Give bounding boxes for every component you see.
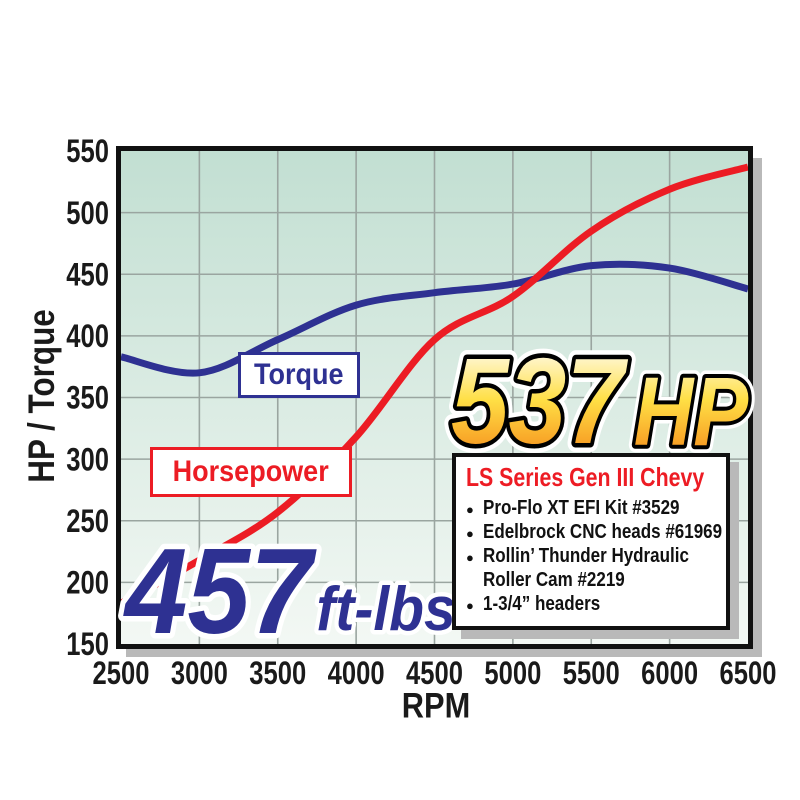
bullet-icon: ● bbox=[466, 597, 474, 613]
bullet-icon: ● bbox=[466, 549, 474, 565]
engine-spec-title: LS Series Gen III Chevy bbox=[466, 462, 705, 492]
y-axis-ticks: 550 500 450 400 350 300 250 200 150 bbox=[66, 135, 109, 663]
engine-spec-text: Edelbrock CNC heads #61969 bbox=[483, 520, 723, 543]
engine-spec-text: Rollin’ Thunder Hydraulic bbox=[483, 544, 689, 567]
torque-curve-label: Torque bbox=[238, 352, 360, 398]
x-axis-ticks: 2500 3000 3500 4000 4500 5000 5500 6000 6500 bbox=[93, 657, 777, 692]
peak-hp-unit: HP bbox=[634, 359, 749, 467]
x-tick-label: 3500 bbox=[249, 657, 306, 692]
peak-hp-value-white-outline: 537 bbox=[451, 333, 629, 469]
engine-spec-list: ● Pro-Flo XT EFI Kit #3529 ● Edelbrock CNC … bbox=[466, 496, 722, 616]
engine-spec-text: 1-3/4” headers bbox=[483, 592, 601, 615]
x-tick-label: 4000 bbox=[328, 657, 385, 692]
curves bbox=[121, 163, 748, 607]
peak-hp-callout: 537 HP 537 HP bbox=[443, 325, 756, 477]
engine-spec-box: LS Series Gen III Chevy ● Pro-Flo XT EFI … bbox=[452, 453, 730, 630]
y-tick-label: 400 bbox=[66, 319, 109, 354]
peak-torque-value: 457 bbox=[123, 523, 317, 659]
x-tick-label: 3000 bbox=[171, 657, 228, 692]
y-tick-label: 200 bbox=[66, 566, 109, 601]
engine-spec-line: ● Edelbrock CNC heads #61969 bbox=[466, 520, 722, 544]
x-axis-title: RPM bbox=[402, 685, 470, 724]
horsepower-curve-label-text: Horsepower bbox=[172, 455, 330, 488]
engine-spec-text: Pro-Flo XT EFI Kit #3529 bbox=[483, 496, 680, 519]
y-axis-title: HP / Torque bbox=[22, 309, 63, 483]
torque-curve-label-text: Torque bbox=[254, 358, 344, 391]
engine-spec-text: Roller Cam #2219 bbox=[483, 568, 625, 591]
peak-hp-value: 537 bbox=[451, 333, 629, 469]
y-tick-label: 550 bbox=[66, 135, 109, 170]
peak-torque-callout: 457 ft-lbs 457 ft-lbs bbox=[118, 517, 460, 664]
x-tick-label: 6500 bbox=[720, 657, 777, 692]
x-tick-label: 2500 bbox=[93, 657, 150, 692]
peak-torque-unit: ft-lbs bbox=[316, 574, 455, 644]
horsepower-curve bbox=[121, 163, 748, 607]
y-tick-label: 250 bbox=[66, 504, 109, 539]
y-tick-label: 350 bbox=[66, 381, 109, 416]
x-tick-label: 5500 bbox=[563, 657, 620, 692]
y-tick-label: 450 bbox=[66, 258, 109, 293]
y-tick-label: 500 bbox=[66, 196, 109, 231]
engine-spec-line: ● Rollin’ Thunder Hydraulic bbox=[466, 544, 718, 568]
x-tick-label: 5000 bbox=[484, 657, 541, 692]
engine-spec-line: ● 1-3/4” headers bbox=[466, 592, 718, 616]
y-tick-label: 300 bbox=[66, 443, 109, 478]
torque-curve bbox=[121, 260, 748, 377]
bullet-icon: ● bbox=[466, 525, 474, 541]
y-tick-label: 150 bbox=[66, 628, 109, 663]
peak-torque-value-outline: 457 bbox=[123, 523, 317, 659]
x-tick-label: 6000 bbox=[641, 657, 698, 692]
plot-border bbox=[116, 146, 753, 649]
horsepower-curve-label: Horsepower bbox=[150, 447, 352, 497]
x-tick-label: 4500 bbox=[406, 657, 463, 692]
engine-spec-line: ●Roller Cam #2219 bbox=[466, 568, 718, 592]
bullet-icon: ● bbox=[466, 501, 474, 517]
engine-spec-line: ● Pro-Flo XT EFI Kit #3529 bbox=[466, 496, 718, 520]
peak-torque-unit-outline: ft-lbs bbox=[316, 574, 455, 644]
